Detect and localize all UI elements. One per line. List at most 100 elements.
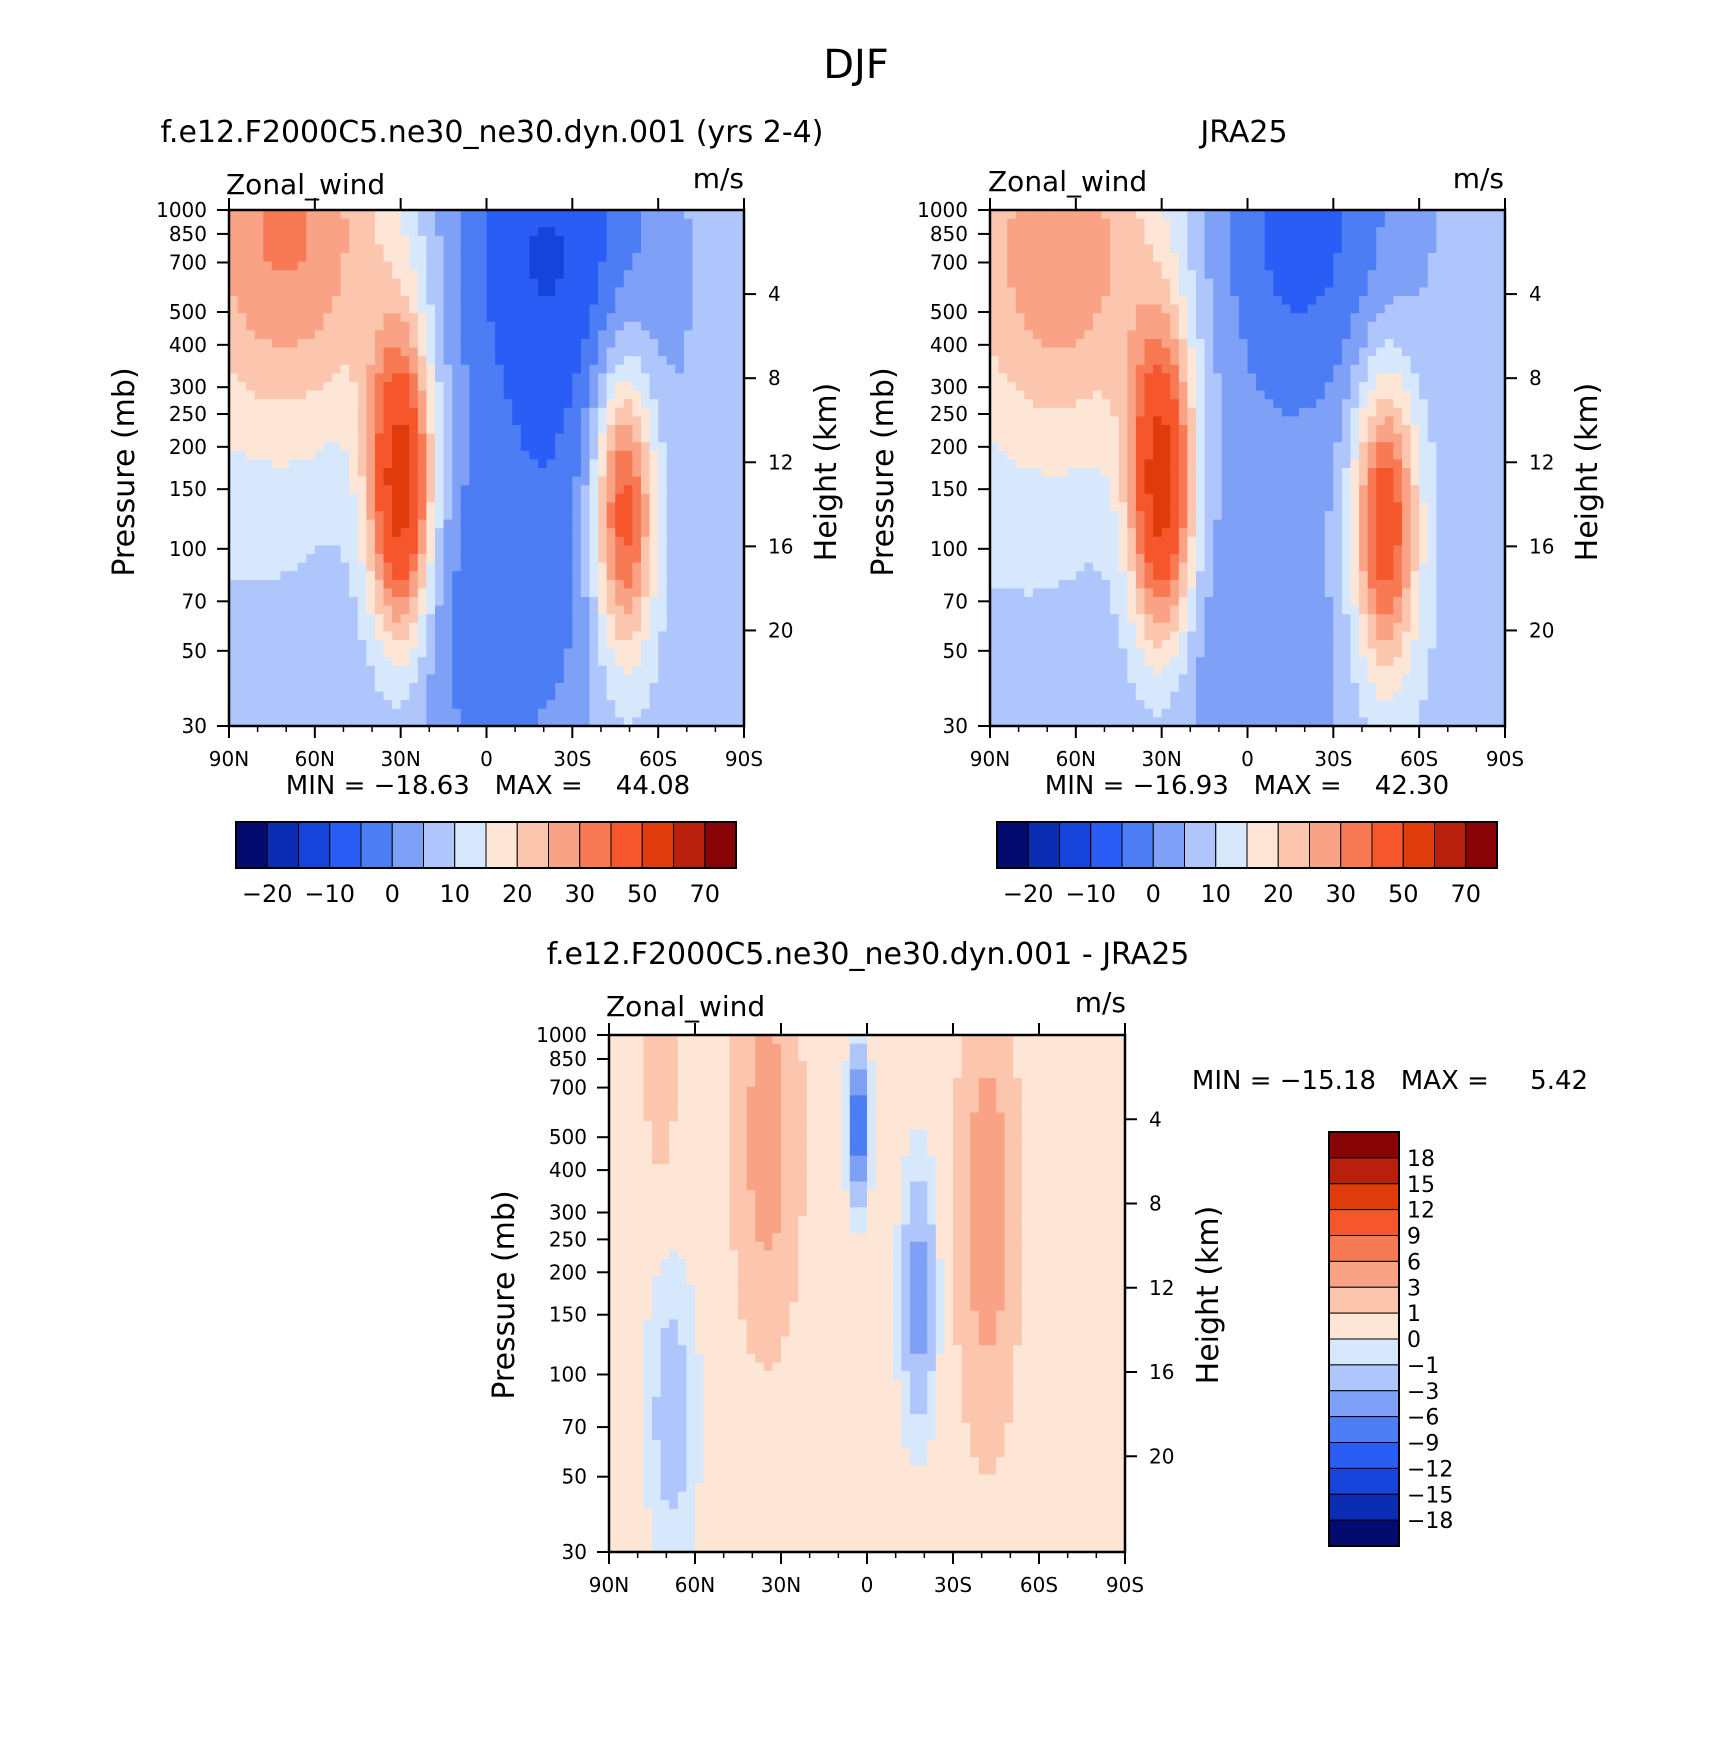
contour-cell — [1170, 235, 1180, 245]
contour-cell — [383, 399, 393, 409]
contour-cell — [417, 390, 428, 400]
contour-cell — [297, 502, 307, 512]
contour-cell — [263, 700, 273, 710]
contour-cell — [598, 674, 608, 684]
contour-cell — [580, 536, 591, 546]
contour-cell — [349, 261, 359, 271]
contour-cell — [469, 468, 479, 478]
contour-cell — [297, 511, 307, 521]
contour-cell — [495, 227, 505, 237]
contour-cell — [460, 261, 470, 271]
contour-cell — [246, 227, 256, 237]
contour-cell — [683, 450, 694, 460]
colorbar-swatch — [329, 821, 362, 869]
contour-cell — [477, 296, 488, 306]
contour-cell — [1419, 261, 1429, 271]
contour-cell — [555, 717, 565, 727]
contour-cell — [632, 261, 642, 271]
contour-cell — [546, 536, 556, 546]
contour-cell — [675, 244, 685, 254]
contour-cell — [546, 210, 556, 220]
contour-cell — [1024, 390, 1034, 400]
contour-cell — [1204, 382, 1214, 392]
contour-cell — [1135, 210, 1146, 220]
contour-cell — [271, 407, 282, 417]
contour-cell — [409, 683, 419, 693]
contour-cell — [1359, 382, 1369, 392]
contour-cell — [555, 278, 565, 288]
contour-cell — [1316, 287, 1326, 297]
contour-cell — [495, 459, 505, 469]
contour-cell — [289, 674, 299, 684]
contour-cell — [563, 485, 573, 495]
contour-cell — [340, 313, 350, 323]
contour-cell — [683, 253, 694, 263]
contour-cell — [1230, 218, 1240, 228]
contour-cell — [271, 425, 282, 435]
contour-cell — [1007, 390, 1017, 400]
contour-cell — [735, 554, 745, 564]
contour-cell — [229, 545, 239, 555]
contour-cell — [572, 571, 582, 581]
contour-cell — [709, 330, 719, 340]
contour-cell — [1170, 270, 1180, 280]
contour-cell — [392, 648, 402, 658]
contour-cell — [580, 235, 591, 245]
contour-cell — [563, 622, 573, 632]
contour-cell — [229, 468, 239, 478]
contour-cell — [263, 407, 273, 417]
contour-cell — [1144, 261, 1154, 271]
contour-cell — [1007, 373, 1017, 383]
contour-cell — [520, 657, 531, 667]
contour-cell — [623, 313, 634, 323]
contour-cell — [1084, 253, 1094, 263]
contour-cell — [658, 270, 668, 280]
contour-cell — [1359, 261, 1369, 271]
contour-cell — [589, 605, 599, 615]
contour-cell — [1058, 244, 1068, 254]
contour-cell — [392, 571, 402, 581]
contour-cell — [726, 356, 737, 366]
contour-cell — [683, 278, 694, 288]
contour-cell — [1367, 235, 1377, 245]
contour-cell — [649, 356, 659, 366]
contour-cell — [435, 296, 445, 306]
contour-cell — [426, 519, 436, 529]
y2-tick-label: 20 — [768, 618, 793, 642]
contour-cell — [512, 399, 522, 409]
contour-cell — [606, 287, 616, 297]
contour-cell — [1153, 278, 1163, 288]
colorbar-swatch — [641, 821, 674, 869]
contour-cell — [357, 364, 367, 374]
contour-cell — [263, 528, 273, 538]
contour-cell — [469, 433, 479, 443]
contour-cell — [306, 511, 316, 521]
contour-cell — [400, 244, 410, 254]
contour-cell — [246, 588, 256, 598]
contour-cell — [400, 579, 410, 589]
contour-cell — [357, 330, 367, 340]
contour-cell — [658, 511, 668, 521]
contour-cell — [417, 313, 428, 323]
contour-cell — [709, 571, 719, 581]
contour-cell — [1436, 227, 1446, 237]
contour-cell — [340, 708, 350, 718]
contour-cell — [1041, 244, 1051, 254]
contour-cell — [417, 597, 428, 607]
contour-cell — [701, 588, 711, 598]
contour-cell — [726, 631, 737, 641]
contour-cell — [1427, 235, 1437, 245]
contour-cell — [658, 227, 668, 237]
contour-cell — [1402, 321, 1412, 331]
contour-cell — [229, 571, 239, 581]
contour-cell — [374, 700, 385, 710]
contour-cell — [229, 347, 239, 357]
contour-cell — [229, 622, 239, 632]
contour-cell — [246, 347, 256, 357]
contour-cell — [383, 536, 393, 546]
contour-cell — [323, 691, 333, 701]
contour-cell — [435, 373, 445, 383]
contour-cell — [417, 545, 428, 555]
contour-cell — [1453, 244, 1463, 254]
contour-cell — [1256, 210, 1266, 220]
